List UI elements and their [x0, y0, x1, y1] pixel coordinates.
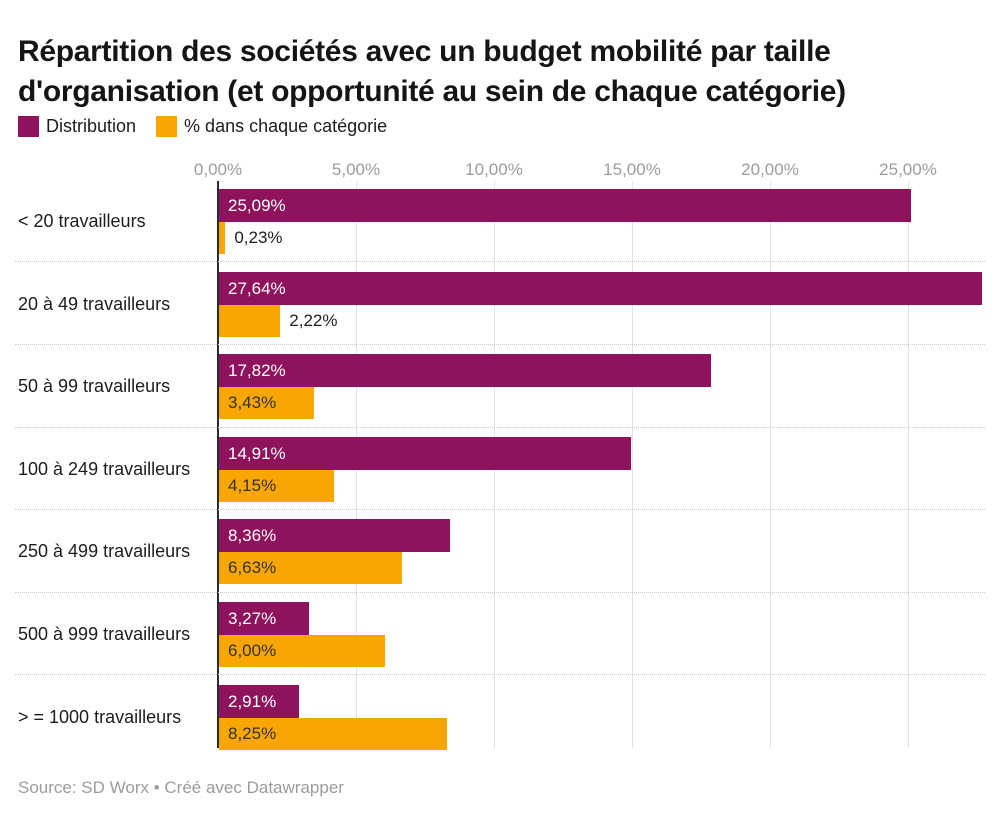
bar-value-label: 0,23% — [234, 228, 283, 247]
category-label: 100 à 249 travailleurs — [18, 458, 191, 479]
bar-value-label: 14,91% — [228, 443, 286, 463]
page-title: Répartition des sociétés avec un budget … — [18, 35, 846, 109]
x-tick-label: 10,00% — [465, 160, 523, 179]
x-gridline — [632, 181, 633, 748]
row-separator — [15, 426, 985, 428]
bar-value-label: 27,64% — [228, 278, 286, 298]
bar-value-label: 8,25% — [228, 723, 277, 743]
bar-value-label: 4,15% — [228, 475, 277, 495]
legend-item-category-pct: % dans chaque catégorie — [156, 116, 387, 137]
bar-value-label: 6,63% — [228, 558, 277, 578]
bar-category-pct[interactable] — [219, 222, 226, 254]
bar-value-label: 6,00% — [228, 641, 277, 660]
legend-item-distribution: Distribution — [18, 116, 136, 137]
row-separator — [15, 674, 985, 676]
bar-category-pct[interactable] — [219, 552, 402, 585]
bar-category-pct[interactable] — [219, 717, 447, 750]
bar-value-label: 3,43% — [228, 393, 277, 413]
bar-value-label: 8,36% — [228, 526, 277, 546]
bar-category-pct[interactable] — [219, 387, 314, 420]
x-tick-label: 0,00% — [193, 160, 243, 179]
row-separator — [15, 343, 985, 345]
category-label: 20 à 49 travailleurs — [18, 293, 171, 314]
category-label: > = 1000 travailleurs — [18, 706, 182, 727]
source-line: Source: SD Worx • Créé avec Datawrapper — [18, 778, 344, 797]
row-separator — [15, 261, 985, 263]
bar-distribution[interactable] — [219, 271, 982, 305]
category-label: 50 à 99 travailleurs — [18, 376, 171, 397]
x-tick-label: 20,00% — [741, 160, 799, 179]
legend-swatch-category-pct-icon — [156, 116, 178, 137]
bar-distribution[interactable] — [219, 602, 310, 635]
x-tick-label: 15,00% — [603, 160, 661, 179]
category-label: 250 à 499 travailleurs — [18, 541, 191, 562]
legend-label-category-pct: % dans chaque catégorie — [184, 116, 388, 136]
bar-distribution[interactable] — [219, 354, 711, 388]
bar-value-label: 25,09% — [228, 196, 286, 215]
x-tick-label: 5,00% — [331, 160, 381, 179]
zero-axis-line — [217, 181, 219, 748]
bar-category-pct[interactable] — [219, 304, 281, 337]
category-label: 500 à 999 travailleurs — [18, 624, 191, 644]
bar-value-label: 3,27% — [228, 609, 277, 628]
bar-category-pct[interactable] — [219, 469, 334, 502]
bar-distribution[interactable] — [219, 436, 631, 470]
legend-swatch-distribution-icon — [18, 116, 39, 137]
bar-category-pct[interactable] — [219, 635, 385, 667]
x-tick-label: 25,00% — [879, 160, 937, 179]
bar-distribution[interactable] — [219, 684, 300, 718]
row-separator — [15, 509, 985, 511]
category-label: < 20 travailleurs — [18, 211, 146, 231]
bar-value-label: 17,82% — [228, 361, 286, 381]
x-gridline — [908, 181, 909, 748]
bar-value-label: 2,22% — [289, 310, 338, 330]
bar-distribution[interactable] — [219, 189, 912, 222]
bar-value-label: 2,91% — [228, 691, 277, 711]
legend: Distribution % dans chaque catégorie — [18, 116, 387, 137]
legend-label-distribution: Distribution — [46, 116, 137, 136]
row-separator — [15, 591, 985, 593]
x-gridline — [770, 181, 771, 748]
bar-distribution[interactable] — [219, 519, 450, 553]
